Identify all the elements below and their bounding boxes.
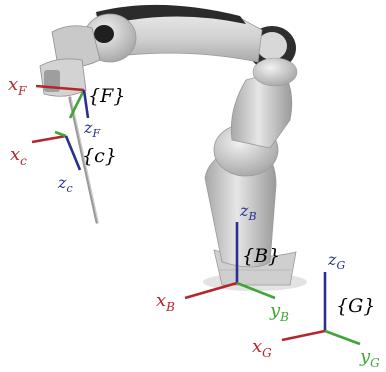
frame-c-z-axis (64, 135, 82, 171)
frame-c-x-axis (31, 134, 67, 144)
frame-G-axes (281, 272, 361, 346)
frame-F-axes (35, 84, 90, 119)
frame-F-x-axis (35, 84, 85, 92)
frame-F-z-axis (82, 89, 90, 119)
frame-F-x-label: xF (8, 74, 27, 98)
frame-F-z-label: zF (83, 118, 100, 140)
frame-B-z-label: zB (239, 201, 257, 223)
frame-B-y-axis (236, 281, 276, 300)
frame-c-z-label: zc (57, 173, 73, 195)
frame-B-name: {B} (242, 245, 280, 267)
frame-B-axes (184, 222, 276, 300)
robot-arm-icon (39, 4, 307, 291)
frame-G-y-axis (324, 329, 361, 346)
frame-G-name: {G} (336, 295, 375, 317)
frame-G-x-axis (281, 329, 326, 342)
frame-c-y-axis (54, 130, 67, 138)
frame-F-name: {F} (88, 85, 125, 107)
frame-B-x-label: xB (156, 290, 175, 314)
frame-G-x-label: xG (252, 336, 272, 360)
frame-F-y-axis (68, 89, 86, 119)
frame-G-z-label: zG (327, 250, 345, 272)
frame-c-name: {c} (82, 145, 117, 167)
frame-c-x-label: xc (10, 144, 27, 168)
frame-B-x-axis (184, 281, 238, 300)
frame-c-axes (31, 130, 82, 171)
frame-G-y-label: yG (359, 346, 380, 370)
frame-B-y-label: yB (269, 300, 289, 324)
